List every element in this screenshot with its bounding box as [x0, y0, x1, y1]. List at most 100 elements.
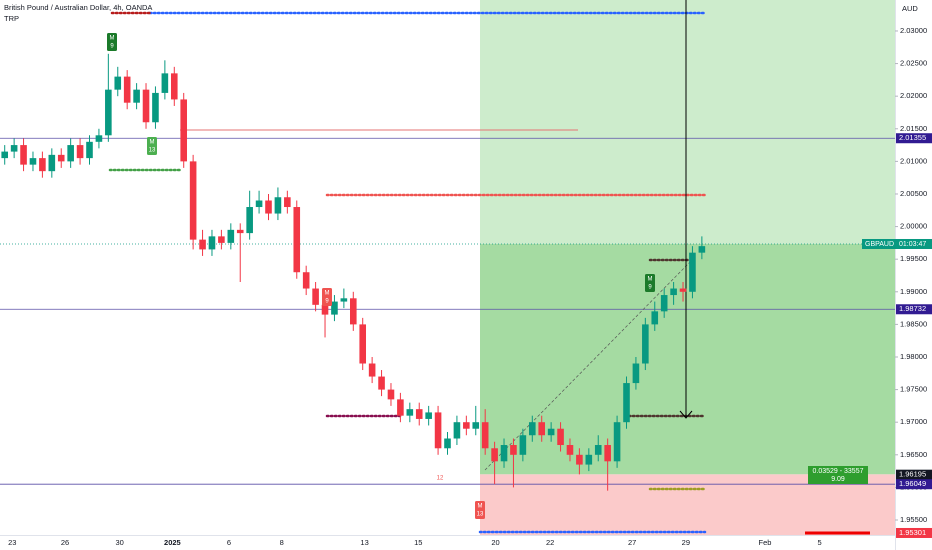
- candle-body: [670, 288, 677, 296]
- candle-body: [161, 73, 169, 93]
- price-label: 1.98732: [899, 304, 926, 313]
- y-tick-label: 2.02000: [900, 91, 927, 100]
- position-ratio: 9.09: [831, 476, 845, 483]
- candle-body: [10, 145, 18, 152]
- candle-body: [415, 409, 423, 419]
- price-label-box: [896, 479, 932, 490]
- candle-body: [359, 324, 367, 364]
- candle-body: [510, 445, 517, 455]
- x-tick-label: 2025: [164, 538, 181, 547]
- candle-body: [378, 376, 385, 390]
- candle-body: [463, 422, 470, 429]
- candle-body: [133, 89, 140, 103]
- marker-count: 9: [648, 285, 652, 291]
- candle-body: [39, 158, 46, 172]
- candle-body: [491, 448, 498, 462]
- candle-body: [434, 412, 442, 449]
- y-tick-label: 1.95500: [900, 515, 927, 524]
- x-tick-label: 13: [360, 538, 368, 547]
- x-tick-label: 26: [61, 538, 69, 547]
- y-tick-label: 1.99000: [900, 287, 927, 296]
- chart-title: British Pound / Australian Dollar, 4h, O…: [4, 3, 152, 12]
- price-label: 1.96195: [899, 470, 926, 479]
- indicator-name: TRP: [4, 14, 19, 23]
- y-tick-label: 1.98500: [900, 319, 927, 328]
- candle-body: [528, 422, 536, 436]
- marker-count: 13: [477, 512, 484, 518]
- candle-body: [274, 197, 282, 214]
- price-label: 2.01355: [899, 133, 926, 142]
- candle-body: [642, 324, 649, 364]
- x-tick-label: 5: [818, 538, 822, 547]
- candle-body: [227, 229, 235, 243]
- candle-body: [331, 301, 338, 315]
- candle-body: [199, 239, 206, 250]
- last-price-box: [862, 238, 932, 249]
- y-tick-label: 1.96500: [900, 450, 927, 459]
- x-tick-label: 6: [227, 538, 231, 547]
- price-label: 1.96049: [899, 479, 926, 488]
- currency: AUD: [902, 4, 918, 13]
- candle-body: [1, 151, 9, 159]
- x-tick-label: 15: [414, 538, 422, 547]
- candle-body: [566, 445, 574, 455]
- candle-body: [557, 428, 564, 446]
- y-tick-label: 2.01500: [900, 124, 927, 133]
- profit-zone-upper: [480, 0, 895, 244]
- candle-body: [312, 288, 319, 305]
- candle-body: [425, 412, 432, 419]
- candle-body: [284, 197, 291, 208]
- signal-marker: [322, 288, 332, 306]
- candle-body: [86, 141, 93, 159]
- candle-body: [218, 236, 225, 243]
- price-label-box: [896, 304, 932, 315]
- x-tick-label: 8: [280, 538, 284, 547]
- candle-body: [293, 207, 301, 273]
- candle-body: [76, 145, 84, 159]
- candle-body: [105, 89, 112, 136]
- candle-body: [340, 298, 348, 302]
- y-tick-label: 2.03000: [900, 26, 927, 35]
- y-tick-label: 1.99500: [900, 254, 927, 263]
- candle-body: [538, 422, 546, 436]
- candle-body: [500, 445, 508, 462]
- y-tick-label: 2.02500: [900, 59, 927, 68]
- position-text: 0.03529 - 33557: [813, 468, 864, 475]
- price-label-box: [896, 527, 932, 538]
- marker-letter: M: [648, 277, 653, 283]
- candle-body: [632, 363, 640, 384]
- candle-body: [585, 454, 593, 465]
- candle-body: [679, 288, 687, 292]
- candle-body: [623, 383, 630, 423]
- candle-body: [321, 304, 329, 315]
- candle-body: [302, 272, 310, 289]
- candle-body: [613, 422, 621, 462]
- profit-zone: [480, 243, 895, 475]
- candle-body: [180, 99, 188, 162]
- candle-body: [651, 311, 659, 325]
- candle-body: [67, 145, 74, 162]
- y-tick-label: 2.01000: [900, 156, 927, 165]
- candle-body: [406, 409, 414, 416]
- price-label: 1.95301: [899, 528, 926, 537]
- marker-letter: M: [110, 36, 115, 42]
- candle-body: [576, 454, 583, 465]
- candle-body: [453, 422, 461, 439]
- signal-marker: [147, 137, 157, 155]
- x-tick-label: 27: [628, 538, 636, 547]
- candle-body: [152, 92, 159, 123]
- candle-body: [255, 200, 263, 208]
- candle-body: [123, 76, 131, 103]
- signal-marker: [645, 274, 655, 292]
- candle-body: [387, 389, 395, 400]
- candle-body: [265, 200, 272, 214]
- candle-body: [519, 435, 527, 455]
- candle-body: [170, 73, 178, 100]
- x-tick-label: 30: [115, 538, 123, 547]
- candle-body: [236, 229, 244, 234]
- candle-body: [397, 399, 404, 416]
- symbol-label: GBPAUD: [865, 241, 894, 248]
- candle-body: [604, 445, 611, 462]
- x-tick-label: 23: [8, 538, 16, 547]
